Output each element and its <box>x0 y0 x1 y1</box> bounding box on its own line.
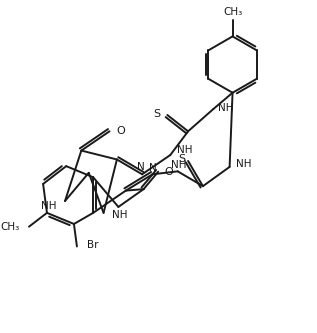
Text: S: S <box>178 155 185 165</box>
Text: O: O <box>165 167 173 177</box>
Text: O: O <box>116 126 125 136</box>
Text: CH₃: CH₃ <box>1 222 20 232</box>
Text: NH: NH <box>218 103 234 113</box>
Text: NH: NH <box>112 210 128 220</box>
Text: N: N <box>137 163 145 172</box>
Text: CH₃: CH₃ <box>223 7 242 17</box>
Text: Br: Br <box>87 240 99 250</box>
Text: S: S <box>154 109 161 119</box>
Text: NH: NH <box>177 145 192 155</box>
Text: NH: NH <box>171 160 187 170</box>
Text: NH: NH <box>236 159 252 169</box>
Text: N: N <box>149 163 157 173</box>
Text: NH: NH <box>41 201 57 211</box>
